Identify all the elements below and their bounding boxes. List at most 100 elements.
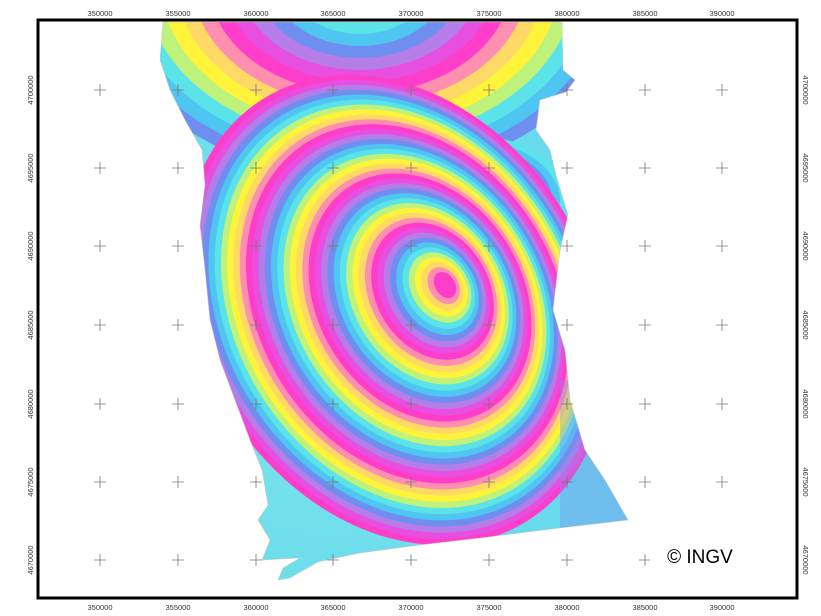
x-tick-top: 355000 <box>165 9 190 18</box>
grid-cross <box>483 84 495 96</box>
grid-crosses <box>94 84 728 566</box>
y-tick-left: 4695000 <box>26 153 35 182</box>
grid-cross <box>561 476 573 488</box>
grid-cross <box>639 476 651 488</box>
y-tick-right: 4700000 <box>801 75 810 104</box>
grid-cross <box>716 162 728 174</box>
grid-cross <box>561 554 573 566</box>
copyright-box <box>650 537 750 575</box>
grid-cross <box>94 84 106 96</box>
x-tick-bottom: 365000 <box>320 603 345 612</box>
x-tick-top: 375000 <box>476 9 501 18</box>
grid-cross <box>94 162 106 174</box>
fringe-band <box>433 271 457 299</box>
grid-cross <box>716 84 728 96</box>
x-tick-bottom: 350000 <box>87 603 112 612</box>
grid-cross <box>172 162 184 174</box>
grid-cross <box>639 554 651 566</box>
grid-cross <box>405 476 417 488</box>
grid-cross <box>639 319 651 331</box>
grid-cross <box>639 240 651 252</box>
grid-cross <box>716 240 728 252</box>
y-tick-right: 4695000 <box>801 153 810 182</box>
y-tick-right: 4675000 <box>801 467 810 496</box>
grid-cross <box>716 319 728 331</box>
grid-cross <box>327 84 339 96</box>
grid-cross <box>250 162 262 174</box>
y-tick-left: 4675000 <box>26 467 35 496</box>
grid-cross <box>327 240 339 252</box>
y-tick-right: 4670000 <box>801 545 810 574</box>
grid-cross <box>405 319 417 331</box>
grid-cross <box>483 162 495 174</box>
grid-cross <box>405 162 417 174</box>
x-tick-bottom: 380000 <box>554 603 579 612</box>
grid-cross <box>250 240 262 252</box>
grid-cross <box>172 240 184 252</box>
grid-cross <box>405 398 417 410</box>
grid-cross <box>250 476 262 488</box>
grid-cross <box>250 84 262 96</box>
y-tick-left: 4685000 <box>26 310 35 339</box>
grid-cross <box>94 476 106 488</box>
y-tick-right: 4685000 <box>801 310 810 339</box>
x-axis-top-labels: 350000 355000 360000 365000 370000 37500… <box>87 9 734 18</box>
grid-cross <box>483 319 495 331</box>
x-tick-top: 360000 <box>243 9 268 18</box>
x-tick-bottom: 370000 <box>398 603 423 612</box>
grid-cross <box>483 240 495 252</box>
x-tick-top: 365000 <box>320 9 345 18</box>
grid-cross <box>405 240 417 252</box>
x-tick-bottom: 375000 <box>476 603 501 612</box>
x-tick-top: 390000 <box>709 9 734 18</box>
grid-cross <box>250 554 262 566</box>
y-tick-right: 4680000 <box>801 389 810 418</box>
y-tick-left: 4700000 <box>26 75 35 104</box>
y-axis-left-labels: 4700000 4695000 4690000 4685000 4680000 … <box>26 75 35 574</box>
grid-cross <box>327 398 339 410</box>
grid-cross <box>172 84 184 96</box>
grid-cross <box>405 84 417 96</box>
x-tick-bottom: 360000 <box>243 603 268 612</box>
grid-cross <box>94 319 106 331</box>
x-tick-top: 380000 <box>554 9 579 18</box>
grid-cross <box>405 554 417 566</box>
grid-cross <box>327 476 339 488</box>
grid-cross <box>327 162 339 174</box>
grid-cross <box>172 319 184 331</box>
grid-cross <box>561 162 573 174</box>
y-tick-left: 4690000 <box>26 231 35 260</box>
grid-cross <box>561 84 573 96</box>
y-tick-left: 4680000 <box>26 389 35 418</box>
x-tick-top: 385000 <box>632 9 657 18</box>
x-tick-bottom: 355000 <box>165 603 190 612</box>
grid-cross <box>94 398 106 410</box>
grid-cross <box>94 554 106 566</box>
copyright-label: © INGV <box>667 547 733 568</box>
grid-cross <box>483 476 495 488</box>
y-tick-right: 4690000 <box>801 231 810 260</box>
grid-cross <box>94 240 106 252</box>
x-tick-bottom: 385000 <box>632 603 657 612</box>
coastline <box>159 21 629 581</box>
grid-cross <box>483 398 495 410</box>
grid-cross <box>639 84 651 96</box>
grid-cross <box>561 398 573 410</box>
grid-cross <box>561 240 573 252</box>
grid-cross <box>639 398 651 410</box>
x-axis-bottom-labels: 350000 355000 360000 365000 370000 37500… <box>87 603 734 612</box>
x-tick-top: 370000 <box>398 9 423 18</box>
x-tick-bottom: 390000 <box>709 603 734 612</box>
grid-cross <box>250 398 262 410</box>
grid-cross <box>716 476 728 488</box>
y-axis-right-labels: 4700000 4695000 4690000 4685000 4680000 … <box>801 75 810 574</box>
grid-cross <box>639 162 651 174</box>
grid-cross <box>716 398 728 410</box>
grid-cross <box>250 319 262 331</box>
x-tick-top: 350000 <box>87 9 112 18</box>
grid-cross <box>172 398 184 410</box>
grid-cross <box>172 476 184 488</box>
grid-cross <box>483 554 495 566</box>
grid-cross <box>327 319 339 331</box>
